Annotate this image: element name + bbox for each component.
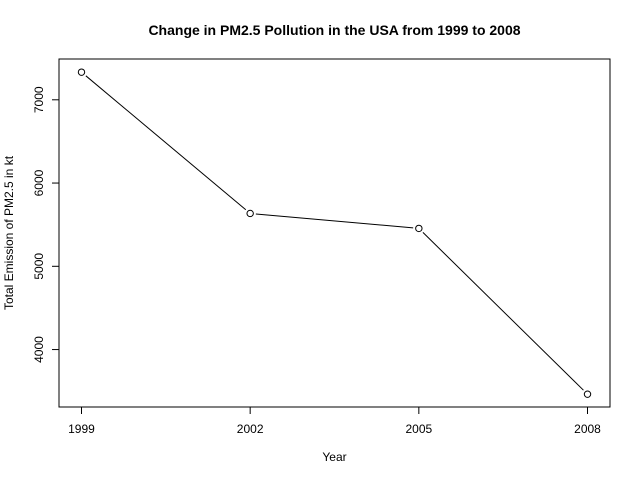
x-tick-label: 2008 [574,422,601,436]
y-tick-label: 5000 [32,253,46,280]
series-line-segment [85,75,247,211]
data-point-marker [415,224,423,233]
y-axis-label: Total Emission of PM2.5 in kt [2,155,16,310]
data-point-marker [583,390,592,398]
y-tick-label: 7000 [32,86,46,113]
x-axis: 1999 2002 2005 2008 [68,406,601,436]
data-point-marker [77,68,86,76]
series-line-segment [255,213,414,229]
x-tick-label: 1999 [68,422,95,436]
y-axis: 4000 5000 6000 7000 [32,86,60,363]
chart-title: Change in PM2.5 Pollution in the USA fro… [148,22,520,38]
series-layer [77,68,592,398]
y-tick-label: 4000 [32,336,46,363]
data-point-marker [246,209,254,218]
y-tick-label: 6000 [32,169,46,196]
x-tick-label: 2002 [237,422,264,436]
series-line-segment [422,232,584,391]
plot-frame [58,58,611,408]
x-axis-label: Year [322,450,346,464]
x-tick-label: 2005 [405,422,432,436]
